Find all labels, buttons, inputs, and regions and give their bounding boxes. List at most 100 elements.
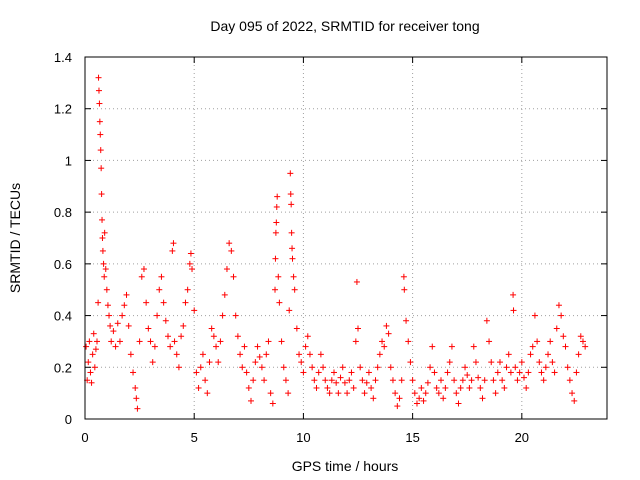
data-point [267,390,274,397]
data-point [175,364,182,371]
data-point [344,390,351,397]
data-point [156,286,163,293]
data-point [182,299,189,306]
data-point [99,235,106,241]
data-point [289,245,296,252]
data-point [376,351,383,358]
axis-ticks: 0 0.2 0.4 0.6 0.8 1 1.2 1.4 0 5 10 15 20 [54,50,607,445]
data-point [507,369,514,376]
data-point [381,343,388,350]
data-point [226,240,233,247]
data-point [245,384,252,391]
data-point [352,338,359,345]
data-point [298,359,305,366]
data-point [103,286,110,293]
data-point [223,266,230,273]
data-point [261,377,268,384]
data-point [86,338,93,345]
x-tick-label: 0 [81,430,88,445]
data-point [239,364,246,371]
data-point [97,147,104,154]
data-point [512,364,519,371]
data-point [444,369,451,376]
y-tick-label: 0.6 [54,257,72,272]
data-point [420,397,427,404]
x-tick-label: 5 [191,430,198,445]
data-point [167,343,174,350]
data-point [213,343,220,350]
data-point [106,312,113,319]
data-point [468,377,475,384]
data-point [208,325,215,332]
data-point [285,390,292,397]
data-point [315,369,322,376]
data-point [359,377,366,384]
data-point [494,369,501,376]
data-point [123,291,130,298]
data-point [154,312,161,319]
data-point [287,170,294,177]
data-point [252,359,259,366]
data-point [149,359,156,366]
data-point [466,384,473,391]
data-point [523,384,530,391]
data-point [403,317,410,324]
data-point [455,400,462,407]
data-point [85,359,92,366]
data-point [160,299,167,306]
data-point [112,343,119,350]
data-point [499,377,506,384]
data-point [514,377,521,384]
data-point [296,351,303,358]
data-point [87,369,94,376]
data-point [288,229,295,236]
data-point [521,374,528,381]
data-point [516,369,523,376]
data-point [287,191,294,198]
data-point [357,364,364,371]
data-point [95,299,102,306]
data-point [505,351,512,358]
data-point [573,369,580,376]
data-point [427,364,434,371]
data-point [379,338,386,345]
data-point [385,330,392,337]
data-point [317,351,324,358]
data-point [210,333,217,340]
data-point [446,359,453,366]
y-tick-label: 0.4 [54,309,72,324]
data-point [217,338,224,345]
data-point [398,377,405,384]
y-tick-label: 0.2 [54,360,72,375]
data-point [300,369,307,376]
data-point [92,346,99,353]
data-point [147,338,154,345]
data-point [328,377,335,384]
data-point [510,291,517,298]
data-point [272,255,279,262]
data-point [538,369,545,376]
y-tick-label: 1 [65,153,72,168]
data-point [566,377,573,384]
data-point [470,343,477,350]
data-point [116,338,123,345]
grid-lines [85,57,607,419]
data-point [496,359,503,366]
data-point [278,338,285,345]
x-tick-label: 15 [405,430,419,445]
data-point [83,343,90,350]
x-tick-label: 10 [296,430,310,445]
data-point [429,343,436,350]
data-point [170,240,177,247]
data-point [289,255,296,262]
data-point [534,338,541,345]
data-point [193,369,200,376]
data-point [230,273,237,280]
data-point [396,395,403,402]
data-point [424,379,431,386]
data-point [265,338,272,345]
data-point [324,384,331,391]
data-point [90,330,97,337]
data-point [138,273,145,280]
data-point [313,384,320,391]
